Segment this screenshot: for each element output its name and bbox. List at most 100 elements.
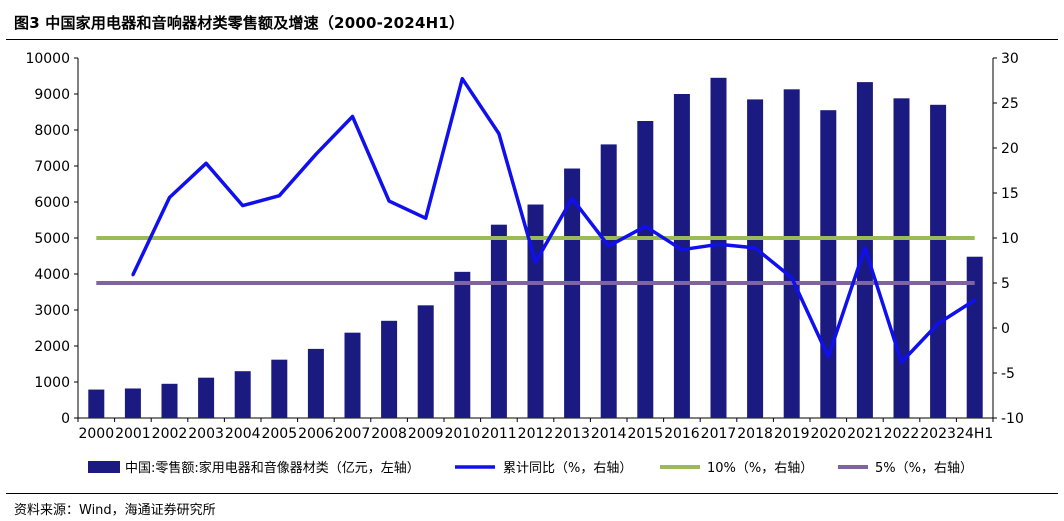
growth-point — [351, 115, 354, 118]
bar-retail-sales — [490, 224, 507, 418]
left-axis-tick-label: 1000 — [34, 375, 70, 391]
x-axis-tick-label: 2012 — [518, 426, 554, 442]
bar-retail-sales — [88, 389, 105, 418]
bar-retail-sales — [673, 94, 690, 418]
growth-point — [424, 216, 428, 220]
x-axis-tick-label: 2010 — [444, 426, 480, 442]
figure-header: 图3 中国家用电器和音响器材类零售额及增速（2000-2024H1） — [6, 6, 1058, 40]
legend-label-5pct: 5%（%，右轴） — [875, 461, 973, 476]
bar-retail-sales — [454, 271, 471, 418]
left-axis-tick-label: 10000 — [25, 51, 70, 67]
bar-retail-sales — [564, 168, 581, 418]
growth-point — [314, 152, 318, 156]
x-axis-tick-label: 2013 — [554, 426, 590, 442]
x-axis-tick-label: 2021 — [847, 426, 883, 442]
legend-label-growth: 累计同比（%，右轴） — [503, 461, 632, 476]
left-axis-tick-label: 4000 — [34, 267, 70, 283]
bar-retail-sales — [271, 359, 288, 418]
left-axis-tick-label: 2000 — [34, 339, 70, 355]
growth-point — [900, 360, 903, 364]
growth-point — [607, 244, 611, 248]
bar-retail-sales — [966, 256, 983, 418]
left-axis-tick-label: 3000 — [34, 303, 70, 319]
right-axis-tick-label: 5 — [1001, 276, 1010, 292]
growth-point — [680, 248, 684, 252]
bar-retail-sales — [417, 305, 434, 418]
left-axis-tick-label: 5000 — [34, 231, 70, 247]
bar-retail-sales — [344, 332, 361, 418]
x-axis-tick-label: 2002 — [152, 426, 188, 442]
growth-point — [790, 276, 794, 280]
right-axis-tick-label: -5 — [1001, 366, 1015, 382]
growth-point — [204, 161, 208, 165]
x-axis-tick-label: 2023 — [920, 426, 956, 442]
growth-point — [717, 242, 720, 246]
growth-line — [131, 76, 976, 364]
growth-point — [936, 322, 940, 325]
growth-point — [131, 273, 135, 277]
bar-retail-sales — [930, 104, 947, 419]
bar-retail-sales — [893, 98, 910, 418]
growth-point — [277, 194, 281, 198]
bar-retail-sales — [307, 348, 324, 418]
x-axis-tick-label: 24H1 — [956, 426, 993, 442]
bar-retail-sales — [161, 383, 178, 418]
growth-point — [643, 224, 647, 228]
x-axis-tick-label: 2004 — [225, 426, 261, 442]
left-axis-tick-label: 8000 — [34, 123, 70, 139]
title-divider — [6, 39, 1058, 40]
bar-retail-sales — [820, 110, 837, 418]
x-axis-tick-label: 2000 — [78, 426, 114, 442]
x-axis-tick-label: 2018 — [737, 426, 773, 442]
left-axis-tick-label: 9000 — [34, 87, 70, 103]
x-axis-tick-label: 2019 — [774, 426, 810, 442]
x-axis-tick-label: 2017 — [701, 426, 737, 442]
x-axis-tick-label: 2005 — [261, 426, 297, 442]
bar-retail-sales — [198, 377, 215, 418]
x-axis-tick-label: 2008 — [371, 426, 407, 442]
bar-retail-sales — [783, 89, 800, 418]
x-axis-tick-label: 2009 — [408, 426, 444, 442]
growth-point — [570, 196, 574, 200]
bar-retail-sales — [747, 99, 764, 419]
x-axis-tick-label: 2011 — [481, 426, 517, 442]
source-divider — [6, 493, 1058, 494]
right-axis-tick-label: 0 — [1001, 321, 1010, 337]
right-axis-tick-label: 15 — [1001, 186, 1019, 202]
x-axis-tick-label: 2003 — [188, 426, 224, 442]
growth-point — [973, 298, 977, 302]
right-axis-tick-label: -10 — [1001, 411, 1024, 427]
bar-retail-sales — [710, 77, 727, 419]
growth-point — [534, 260, 537, 264]
legend-label-10pct: 10%（%，右轴） — [707, 461, 813, 476]
x-axis-tick-label: 2015 — [627, 426, 663, 442]
left-axis-tick-label: 6000 — [34, 195, 70, 211]
x-axis-tick-label: 2006 — [298, 426, 334, 442]
legend-label-bar: 中国:零售额:家用电器和音像器材类（亿元，左轴） — [125, 460, 420, 476]
right-axis-tick-label: 25 — [1001, 96, 1019, 112]
x-axis-tick-label: 2007 — [335, 426, 371, 442]
left-axis-tick-label: 0 — [61, 411, 70, 427]
x-axis-tick-label: 2014 — [591, 426, 627, 442]
x-axis-tick-label: 2022 — [884, 426, 920, 442]
source-note: 资料来源：Wind，海通证券研究所 — [14, 503, 216, 518]
growth-point — [460, 77, 464, 81]
growth-point — [863, 246, 867, 250]
bar-retail-sales — [124, 388, 141, 418]
right-axis-tick-label: 10 — [1001, 231, 1019, 247]
growth-point — [168, 196, 171, 199]
right-axis-tick-label: 30 — [1001, 51, 1019, 67]
right-axis-tick-label: 20 — [1001, 141, 1019, 157]
x-axis-tick-label: 2016 — [664, 426, 700, 442]
growth-point — [826, 355, 830, 359]
figure-title: 图3 中国家用电器和音响器材类零售额及增速（2000-2024H1） — [14, 14, 465, 32]
legend-swatch-bar — [88, 461, 120, 473]
growth-point — [497, 132, 501, 136]
bar-retail-sales — [234, 371, 251, 418]
bar-retail-sales — [637, 121, 654, 418]
x-axis-tick-label: 2020 — [810, 426, 846, 442]
x-axis-tick-label: 2001 — [115, 426, 151, 442]
left-axis-tick-label: 7000 — [34, 159, 70, 175]
growth-point — [241, 204, 245, 208]
